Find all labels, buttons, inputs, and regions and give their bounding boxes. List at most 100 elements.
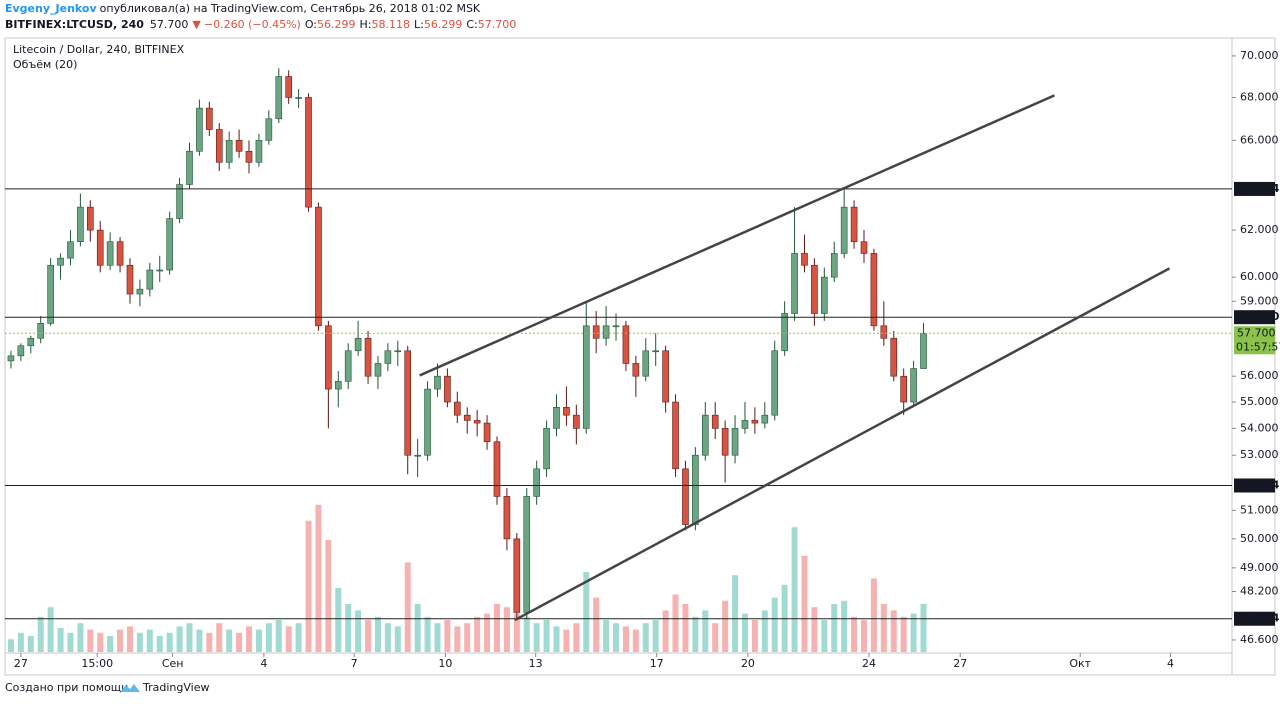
volume-bar: [166, 632, 173, 652]
candle-body: [275, 76, 283, 120]
candle-body: [513, 538, 521, 613]
candle-body: [592, 325, 600, 339]
volume-bar: [712, 623, 719, 652]
x-tick-label: 4: [260, 657, 267, 670]
x-tick-label: Сен: [162, 657, 184, 670]
volume-bar: [870, 578, 877, 652]
x-tick-label: 24: [862, 657, 876, 670]
volume-bar: [77, 623, 84, 652]
y-tick-label: 49.000: [1240, 561, 1279, 574]
candle-body: [344, 350, 352, 382]
volume-bar: [761, 610, 768, 652]
volume-bar: [404, 562, 411, 652]
candle-body: [761, 414, 769, 424]
volume-bar: [226, 629, 233, 652]
footer-brand[interactable]: TradingView: [142, 681, 209, 694]
level-tag: [1234, 611, 1275, 626]
volume-bar: [107, 636, 114, 652]
candle-body: [573, 414, 580, 429]
candle-body: [454, 401, 461, 416]
x-tick-label: 4: [1167, 657, 1174, 670]
volume-bar: [424, 616, 431, 652]
volume-bar: [275, 620, 282, 652]
volume-bar: [791, 527, 798, 652]
volume-bar: [206, 632, 213, 652]
candle-body: [354, 337, 362, 352]
candle-body: [850, 206, 858, 243]
candle-body: [106, 241, 114, 266]
candle-body: [245, 150, 253, 163]
x-tick-label: Окт: [1069, 657, 1091, 670]
candle-body: [225, 140, 233, 163]
volume-label: Объём (20): [13, 58, 77, 71]
candle-body: [27, 337, 35, 347]
candle-body: [414, 454, 421, 457]
candle-body: [374, 363, 382, 377]
candle-body: [801, 253, 808, 266]
candle-body: [265, 118, 273, 141]
candle-body: [305, 97, 312, 208]
level-label: 63.804: [1237, 182, 1280, 195]
candle-body: [17, 345, 25, 357]
candle-body: [771, 350, 779, 416]
volume-bar: [285, 626, 292, 652]
y-tick-label: 62.000: [1240, 223, 1279, 236]
candle-body: [701, 414, 709, 456]
x-tick-label: 27: [953, 657, 967, 670]
candle-body: [126, 264, 134, 295]
volume-bar: [394, 626, 401, 652]
x-tick-label: 10: [438, 657, 452, 670]
volume-bar: [622, 626, 629, 652]
volume-bar: [57, 628, 64, 652]
author[interactable]: Evgeny_Jenkov: [5, 2, 97, 15]
symbol-line: BITFINEX:LTCUSD, 240 57.700 ▼ −0.260 (−0.45…: [5, 18, 516, 31]
level-tag: [1234, 478, 1275, 493]
candle-body: [721, 428, 729, 456]
volume-bar: [126, 626, 133, 652]
logo: [120, 684, 140, 692]
trend-line: [419, 94, 1055, 377]
volume-bar: [67, 632, 74, 652]
volume-bar: [553, 626, 560, 652]
candle-body: [533, 468, 540, 497]
candle-body: [7, 355, 15, 362]
volume-bar: [851, 616, 858, 652]
ohlc-value: 56.299: [424, 18, 463, 31]
candle-body: [523, 496, 531, 613]
chart-frame: [4, 37, 1276, 676]
candle-body: [384, 350, 392, 364]
trend-line: [514, 267, 1171, 622]
volume-bar: [523, 616, 530, 652]
volume-bar: [910, 613, 917, 652]
volume-bar: [345, 604, 352, 652]
y-tick-label: 68.000: [1240, 91, 1279, 104]
ohlc-value: 58.118: [372, 18, 411, 31]
volume-bar: [315, 504, 322, 652]
plot: [5, 68, 1232, 652]
volume-bar: [831, 604, 838, 652]
volume-bar: [434, 623, 441, 652]
volume-bar: [136, 632, 143, 652]
candle-body: [791, 253, 798, 314]
volume-bar: [801, 556, 808, 652]
level-tag: [1234, 310, 1275, 325]
candle-body: [206, 107, 213, 130]
candle-body: [553, 406, 560, 429]
candle-body: [404, 350, 412, 456]
arrow: ▼: [192, 18, 201, 31]
y-tick-label: 55.000: [1240, 395, 1279, 408]
candle-body: [543, 428, 550, 470]
candle-body: [96, 229, 104, 266]
candle-body: [830, 253, 838, 278]
volume-bar: [87, 629, 94, 652]
volume-bar: [246, 626, 253, 652]
candle-body: [116, 241, 124, 266]
candle-body: [672, 401, 679, 470]
volume-bar: [741, 613, 748, 652]
candle-body: [860, 241, 868, 254]
volume-bar: [642, 623, 649, 652]
candle-body: [87, 206, 94, 231]
volume-bar: [325, 540, 332, 652]
volume-bar: [305, 520, 312, 652]
